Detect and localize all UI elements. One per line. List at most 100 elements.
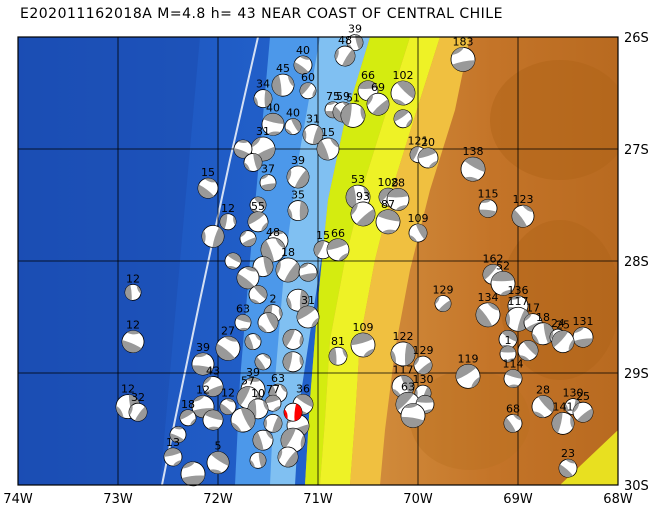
depth-label: 109	[408, 212, 429, 225]
focal-mechanism	[261, 112, 285, 136]
y-tick-27s: 27S	[624, 143, 649, 158]
focal-mechanisms	[115, 34, 594, 487]
depth-label: 63	[401, 380, 415, 393]
focal-mechanism	[334, 45, 356, 67]
depth-label: 109	[353, 321, 374, 334]
depth-label: 81	[331, 335, 345, 348]
focal-mechanism	[215, 335, 241, 361]
depth-label: 48	[266, 226, 280, 239]
depth-label: 39	[196, 341, 210, 354]
y-tick-26s: 26S	[624, 31, 649, 46]
focal-mechanism	[298, 262, 318, 282]
focal-mechanism	[316, 137, 340, 161]
focal-mechanism	[191, 352, 215, 376]
focal-mechanism	[434, 295, 452, 312]
focal-mechanism	[393, 109, 413, 129]
focal-mechanism	[169, 426, 187, 444]
depth-label: 69	[371, 81, 385, 94]
depth-label: 40	[266, 101, 280, 114]
depth-label: 13	[166, 436, 180, 449]
x-tick-71w: 71W	[303, 492, 333, 507]
focal-mechanism	[366, 92, 390, 116]
focal-mechanism	[234, 314, 252, 332]
depth-label: 1	[505, 334, 512, 347]
focal-mechanism	[340, 103, 366, 128]
depth-label: 57	[241, 375, 255, 388]
focal-mechanism	[503, 413, 523, 433]
focal-mechanism	[408, 223, 428, 243]
depth-label: 183	[453, 35, 474, 48]
x-tick-74w: 74W	[3, 492, 33, 507]
focal-mechanism	[202, 376, 224, 397]
y-tick-28s: 28S	[624, 255, 649, 270]
map-title: E202011162018A M=4.8 h= 43 NEAR COAST OF…	[20, 6, 503, 22]
depth-label: 25	[556, 319, 570, 332]
focal-mechanism	[313, 240, 333, 260]
focal-mechanism	[252, 429, 274, 451]
focal-mechanism	[293, 55, 313, 75]
focal-mechanism	[511, 204, 535, 228]
depth-label: 66	[331, 227, 345, 240]
y-tick-30s: 30S	[624, 479, 649, 494]
depth-label: 34	[256, 78, 270, 91]
depth-label: 117	[508, 295, 529, 308]
focal-mechanism	[328, 346, 348, 366]
depth-label: 28	[536, 384, 550, 397]
depth-label: 55	[251, 200, 265, 213]
depth-label: 131	[573, 315, 594, 328]
focal-mechanism	[572, 401, 594, 423]
focal-mechanism	[299, 82, 317, 100]
depth-label: 51	[346, 91, 360, 104]
depth-label: 35	[291, 189, 305, 202]
focal-mechanism	[326, 238, 350, 262]
focal-mechanism	[247, 211, 269, 233]
focal-mechanism	[257, 312, 279, 334]
depth-label: 39	[246, 366, 260, 379]
depth-label: 36	[296, 382, 310, 395]
focal-mechanism	[280, 427, 306, 453]
depth-label: 28	[391, 176, 405, 189]
focal-mechanism	[219, 213, 237, 231]
depth-label: 18	[281, 246, 295, 259]
depth-label: 136	[508, 284, 529, 297]
depth-label: 15	[201, 166, 215, 179]
main-event-mechanism	[283, 402, 303, 422]
y-tick-29s: 29S	[624, 367, 649, 382]
focal-mechanism	[253, 89, 273, 108]
focal-mechanism	[551, 411, 575, 435]
focal-mechanism	[286, 165, 310, 189]
depth-label: 31	[306, 112, 320, 125]
focal-mechanism	[455, 363, 481, 389]
depth-label: 12	[221, 387, 235, 400]
focal-mechanism	[413, 355, 433, 375]
focal-mechanism	[350, 332, 376, 358]
depth-label: 122	[393, 330, 414, 343]
focal-mechanism	[180, 461, 206, 487]
depth-label: 32	[131, 391, 145, 404]
x-tick-69w: 69W	[503, 492, 533, 507]
depth-label: 75	[326, 90, 340, 103]
focal-mechanism	[284, 118, 302, 135]
x-tick-70w: 70W	[403, 492, 433, 507]
focal-mechanism	[375, 209, 401, 235]
depth-label: 43	[206, 364, 220, 377]
focal-mechanism	[386, 187, 410, 211]
focal-mechanism	[259, 174, 277, 192]
focal-mechanism	[264, 394, 282, 412]
focal-mechanism	[249, 451, 267, 469]
focal-mechanism	[275, 257, 301, 283]
depth-label: 23	[561, 447, 575, 460]
depth-label: 60	[301, 71, 315, 84]
depth-label: 121	[408, 135, 429, 148]
focal-mechanism	[400, 403, 426, 428]
focal-mechanism	[390, 341, 416, 367]
depth-label: 40	[286, 107, 300, 120]
focal-mechanism	[128, 402, 148, 422]
focal-mechanism	[282, 351, 304, 373]
focal-mechanism	[390, 80, 416, 106]
focal-mechanism	[263, 413, 283, 433]
depth-label: 117	[393, 363, 414, 376]
depth-label: 5	[215, 440, 222, 453]
focal-mechanism	[271, 73, 295, 97]
